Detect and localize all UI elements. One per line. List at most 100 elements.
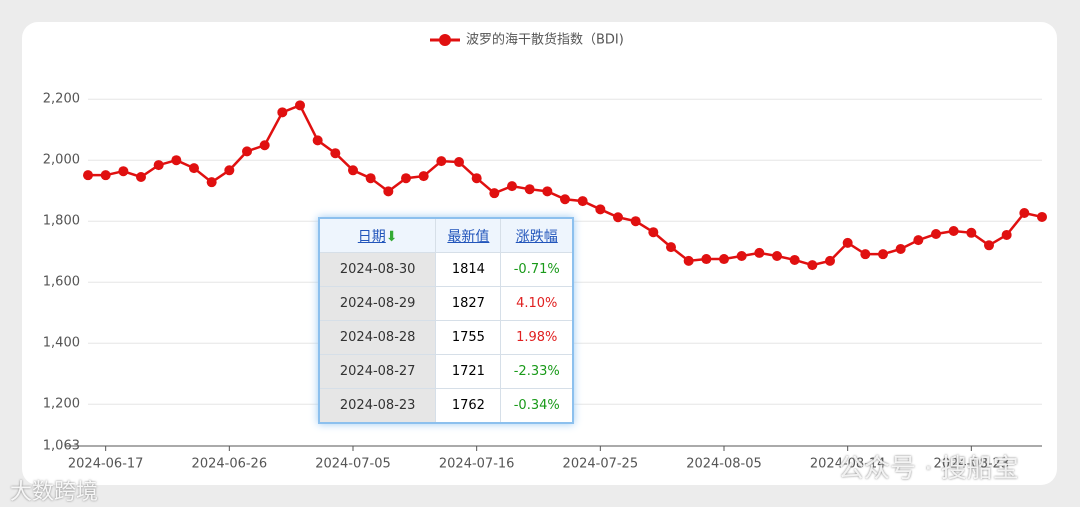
point <box>259 140 270 151</box>
point <box>701 254 712 265</box>
point <box>683 255 694 266</box>
y-tick-label: 2,200 <box>43 92 80 107</box>
point <box>524 184 535 195</box>
point <box>507 181 517 192</box>
point <box>1037 211 1047 222</box>
legend-label: 波罗的海干散货指数（BDI) <box>466 32 624 48</box>
column-header[interactable]: 最新值 <box>435 217 502 253</box>
point <box>471 173 482 184</box>
table-row: 2024-08-27 1721 -2.33% <box>318 354 574 389</box>
date-cell: 2024-08-27 <box>318 354 437 389</box>
point <box>754 247 765 258</box>
header-text[interactable]: 涨跌幅 <box>515 228 558 245</box>
point <box>153 160 164 171</box>
point <box>489 188 500 199</box>
point <box>189 163 199 174</box>
point <box>807 260 818 271</box>
point <box>542 186 553 197</box>
point <box>312 135 323 146</box>
point <box>401 173 411 184</box>
point <box>348 165 358 176</box>
point <box>789 254 800 265</box>
point <box>577 196 588 207</box>
point <box>171 155 182 166</box>
point <box>100 170 111 181</box>
point <box>206 177 217 188</box>
y-tick-label: 2,000 <box>43 153 80 168</box>
change-cell: -2.33% <box>500 354 574 389</box>
point <box>1001 229 1012 240</box>
point <box>277 107 288 118</box>
value-cell: 1814 <box>435 252 502 287</box>
change-cell: -0.71% <box>500 252 574 287</box>
point <box>418 171 429 182</box>
point <box>948 225 959 236</box>
date-cell: 2024-08-30 <box>318 252 437 287</box>
point <box>436 156 447 167</box>
watermark: 大数跨境 <box>10 480 99 505</box>
y-tick-label: 1,400 <box>43 336 80 351</box>
column-header[interactable]: 涨跌幅 <box>500 217 574 253</box>
point <box>224 165 235 176</box>
header-text[interactable]: 日期 <box>357 228 386 245</box>
point <box>454 157 464 168</box>
point <box>736 250 747 261</box>
point <box>630 216 641 227</box>
point <box>878 249 888 260</box>
point <box>330 148 341 159</box>
point <box>895 243 906 254</box>
point <box>842 237 853 248</box>
table-row: 2024-08-29 1827 4.10% <box>318 286 574 321</box>
value-cell: 1721 <box>435 354 502 389</box>
sort-arrow[interactable]: ⬇ <box>385 228 398 245</box>
point <box>295 100 305 111</box>
x-tick-label: 2024-07-05 <box>315 457 391 472</box>
x-tick-label: 2024-08-14 <box>810 457 886 472</box>
x-tick-label: 2024-06-26 <box>192 457 268 472</box>
y-tick-label: 1,800 <box>43 214 80 229</box>
point <box>595 204 606 215</box>
date-cell: 2024-08-28 <box>318 320 437 355</box>
point <box>83 170 93 181</box>
point <box>118 166 129 177</box>
change-cell: 1.98% <box>500 320 574 355</box>
date-cell: 2024-08-29 <box>318 286 437 321</box>
point <box>984 240 994 251</box>
point <box>242 146 252 157</box>
point <box>913 235 924 246</box>
value-cell: 1755 <box>435 320 502 355</box>
x-tick-label: 2024-08-23 <box>934 457 1010 472</box>
change-cell: -0.34% <box>500 388 574 424</box>
point <box>136 171 146 182</box>
point <box>772 250 782 261</box>
watermark: 公众号 · 搜船宝 <box>838 454 1019 484</box>
point <box>613 212 623 223</box>
legend-marker <box>439 34 451 46</box>
value-cell: 1762 <box>435 388 502 424</box>
y-tick-label: 1,600 <box>43 275 80 290</box>
point <box>560 194 570 205</box>
point <box>648 227 659 238</box>
value-cell: 1827 <box>435 286 502 321</box>
y-tick-label: 1,063 <box>43 439 80 454</box>
point <box>719 254 729 265</box>
y-tick-label: 1,200 <box>43 397 80 412</box>
point <box>931 229 941 240</box>
x-tick-label: 2024-06-17 <box>68 457 144 472</box>
x-tick-label: 2024-07-16 <box>439 457 515 472</box>
x-tick-label: 2024-07-25 <box>563 457 639 472</box>
column-header[interactable]: 日期⬇ <box>318 217 437 253</box>
x-tick-label: 2024-08-05 <box>686 457 762 472</box>
table-row: 2024-08-28 1755 1.98% <box>318 320 574 355</box>
table-row: 2024-08-30 1814 -0.71% <box>318 252 574 287</box>
table-row: 2024-08-23 1762 -0.34% <box>318 388 574 424</box>
date-cell: 2024-08-23 <box>318 388 437 424</box>
point <box>383 186 394 197</box>
header-text[interactable]: 最新值 <box>447 228 490 245</box>
data-table: 日期⬇ 最新值 涨跌幅 2024-08-30 1814 -0.71% 2024-08-29 1… <box>318 217 574 424</box>
point <box>365 173 376 184</box>
point <box>860 249 871 260</box>
point <box>825 255 835 266</box>
point <box>966 227 977 238</box>
